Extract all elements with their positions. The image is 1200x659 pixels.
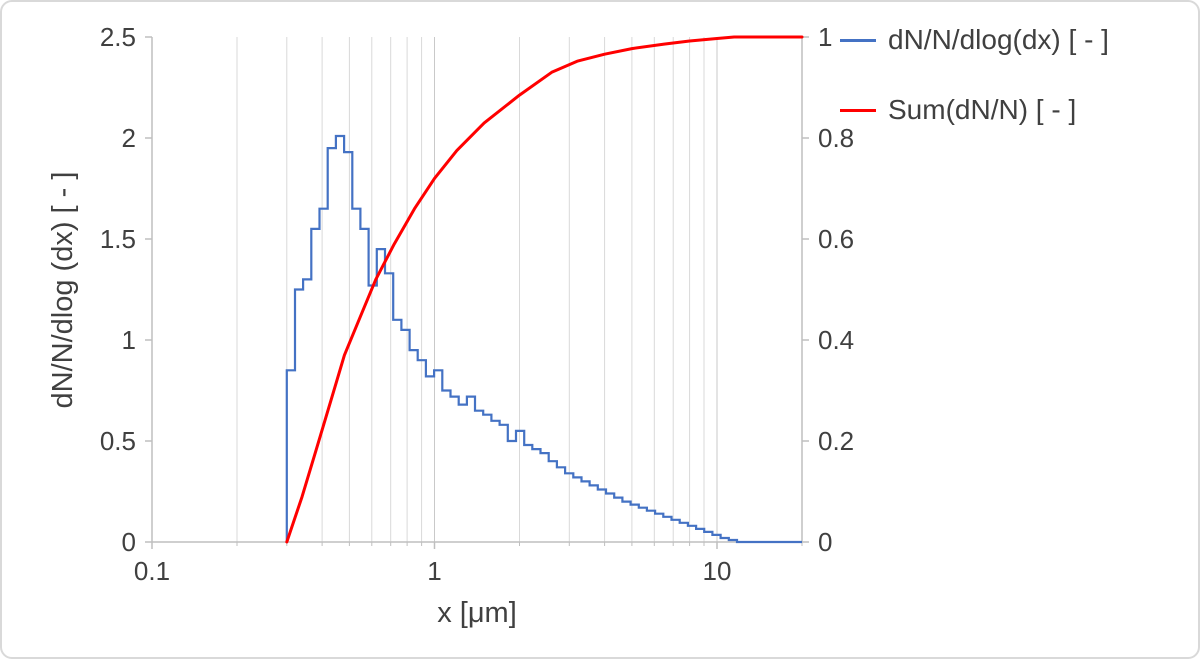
legend-item-cumulative: Sum(dN/N) [ - ] (840, 94, 1109, 126)
y-axis-title-left: dN/N/dlog (dx) [ - ] (47, 172, 79, 409)
left-axis-tick-label: 1 (122, 325, 136, 355)
x-axis-title: x [μm] (437, 597, 517, 629)
right-axis-tick-label: 0.4 (818, 325, 854, 355)
x-axis-tick-label: 0.1 (134, 556, 170, 586)
tick-labels: 0 0.5 1 1.5 2 2.5 0 0.2 0.4 0.6 0.8 1 0.1 1 10 (100, 22, 854, 586)
cumulative-line (285, 35, 804, 544)
legend-label-cumulative: Sum(dN/N) [ - ] (888, 94, 1077, 125)
left-axis-tick-label: 1.5 (100, 224, 136, 254)
legend-label-frequency: dN/N/dlog(dx) [ - ] (888, 24, 1109, 55)
right-axis-tick-label: 0.2 (818, 426, 854, 456)
right-axis-tick-label: 0.8 (818, 123, 854, 153)
frequency-step-line (285, 134, 802, 544)
left-axis-tick-label: 2 (122, 123, 136, 153)
x-axis-tick-label: 10 (703, 556, 732, 586)
axes (145, 36, 809, 549)
right-axis-tick-label: 0.6 (818, 224, 854, 254)
legend: dN/N/dlog(dx) [ - ] Sum(dN/N) [ - ] (840, 24, 1109, 126)
right-axis-tick-label: 0 (818, 527, 832, 557)
left-axis-tick-label: 0 (122, 527, 136, 557)
legend-item-frequency: dN/N/dlog(dx) [ - ] (840, 24, 1109, 56)
left-axis-tick-label: 2.5 (100, 22, 136, 52)
gridlines (236, 37, 803, 542)
right-axis-tick-label: 1 (818, 22, 832, 52)
cumulative-series-swatch (840, 108, 876, 112)
x-axis-tick-label: 1 (427, 556, 441, 586)
frequency-series-swatch (840, 38, 876, 42)
series-layer (285, 35, 804, 544)
left-axis-tick-label: 0.5 (100, 426, 136, 456)
